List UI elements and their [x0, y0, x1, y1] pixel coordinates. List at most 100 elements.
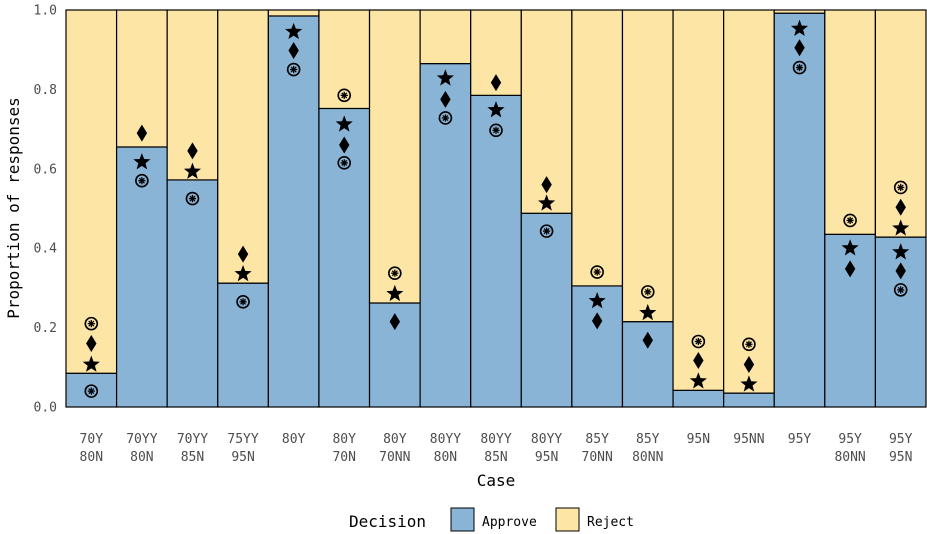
circled-asterisk-marker [286, 62, 301, 77]
circled-asterisk-marker [489, 123, 503, 138]
circled-asterisk-stroke [88, 320, 95, 327]
circled-asterisk-marker [438, 111, 453, 125]
bar-reject [115, 9, 168, 148]
circled-asterisk-ring [843, 213, 857, 228]
circled-asterisk-ring [893, 180, 908, 195]
star-marker [892, 219, 910, 236]
x-tick-label: 95Y [889, 432, 913, 447]
star-marker [689, 372, 707, 389]
diamond-marker [490, 74, 502, 92]
diamond-marker [794, 39, 805, 57]
x-tick-label: 95N [231, 450, 254, 465]
diamond-marker [440, 90, 451, 108]
bar-reject [621, 9, 674, 323]
bar-approve [520, 212, 573, 408]
bar-approve [672, 389, 725, 408]
x-tick-label: 80N [130, 450, 153, 465]
legend-swatch-reject [555, 507, 580, 532]
circled-asterisk-stroke [492, 127, 500, 134]
x-tick-label: 95Y [838, 432, 862, 447]
y-tick-label: 1.0 [34, 4, 57, 19]
x-tick-label: 85Y [636, 432, 660, 447]
x-tick-label: 95Y [788, 432, 812, 447]
circled-asterisk-marker [135, 173, 149, 188]
circled-asterisk-stroke [594, 269, 601, 276]
legend-swatch-approve [450, 507, 475, 532]
circled-asterisk-ring [640, 285, 655, 299]
circled-asterisk-ring [792, 60, 807, 75]
x-tick-label: 95N [687, 432, 710, 447]
bar-reject [419, 9, 472, 65]
circled-asterisk-marker [893, 180, 908, 195]
x-tick-label: 75YY [227, 432, 258, 447]
circled-asterisk-ring [337, 88, 352, 103]
circled-asterisk-stroke [88, 388, 95, 395]
diamond-marker [136, 124, 148, 142]
bar-reject [672, 9, 725, 391]
circled-asterisk-stroke [543, 228, 550, 235]
circled-asterisk-marker [539, 224, 554, 238]
bar-reject [824, 9, 877, 235]
diamond-marker [288, 41, 299, 59]
diamond-marker [642, 331, 653, 349]
circled-asterisk-stroke [796, 64, 803, 71]
circled-asterisk-ring [84, 316, 99, 331]
x-tick-label: 80N [434, 450, 457, 465]
circled-asterisk-marker [337, 156, 352, 170]
circled-asterisk-stroke [897, 184, 904, 191]
circled-asterisk-ring [742, 337, 756, 352]
circled-asterisk-marker [893, 283, 908, 297]
bar-reject [267, 9, 320, 17]
bar-reject [571, 9, 624, 287]
x-tick-label: 95N [535, 450, 558, 465]
x-axis-title: Case [477, 471, 516, 490]
circled-asterisk-stroke [695, 338, 702, 345]
star-marker [740, 375, 758, 392]
x-tick-label: 85N [181, 450, 204, 465]
x-tick-label: 80YY [480, 432, 511, 447]
diamond-marker [591, 312, 603, 330]
x-tick-label: 80NN [834, 450, 865, 465]
star-marker [183, 162, 202, 179]
circled-asterisk-ring [539, 224, 554, 238]
star-marker [285, 22, 303, 40]
y-tick-label: 0.8 [34, 83, 57, 98]
circled-asterisk-marker [236, 294, 250, 309]
x-tick-label: 80N [80, 450, 103, 465]
y-tick-label: 0.4 [34, 242, 58, 257]
circled-asterisk-stroke [138, 177, 145, 184]
x-tick-label: 70Y [80, 432, 104, 447]
bar-approve [115, 146, 168, 408]
circled-asterisk-ring [286, 62, 301, 77]
bar-approve [723, 392, 775, 408]
circled-asterisk-ring [438, 111, 453, 125]
circled-asterisk-ring [236, 294, 250, 309]
star-marker [538, 194, 556, 211]
circled-asterisk-ring [691, 334, 706, 349]
y-tick-label: 0.6 [34, 162, 57, 177]
star-marker [234, 265, 252, 282]
star-marker [487, 101, 505, 118]
star-marker [436, 69, 454, 86]
bars [65, 9, 927, 408]
bar-reject [368, 9, 421, 304]
circled-asterisk-marker [843, 213, 857, 228]
circled-asterisk-ring [337, 156, 352, 170]
star-marker [892, 243, 910, 260]
diamond-marker [237, 245, 249, 263]
star-marker [386, 284, 404, 302]
circled-asterisk-marker [792, 60, 807, 75]
bar-approve [824, 233, 877, 408]
x-tick-label: 80Y [282, 432, 306, 447]
circled-asterisk-marker [388, 266, 402, 281]
diamond-marker [187, 142, 198, 160]
circled-asterisk-marker [84, 316, 99, 331]
circled-asterisk-stroke [442, 114, 449, 121]
diamond-marker [743, 356, 755, 374]
circled-asterisk-marker [84, 384, 99, 398]
diamond-marker [693, 352, 704, 370]
y-tick-label: 0.2 [34, 321, 57, 336]
circled-asterisk-stroke [290, 66, 297, 73]
circled-asterisk-stroke [897, 286, 904, 293]
legend-label-reject: Reject [587, 515, 634, 530]
